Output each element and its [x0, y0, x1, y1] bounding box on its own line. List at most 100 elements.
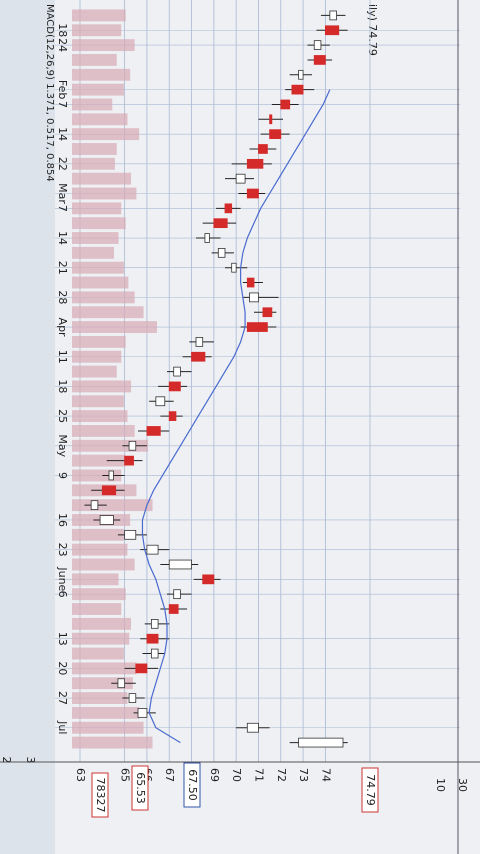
- candle-body: [146, 633, 159, 644]
- osc-tick-label: 3: [24, 757, 37, 764]
- volume-bar: [72, 454, 126, 467]
- x-tick-label: 7: [56, 205, 69, 212]
- candle-body: [291, 84, 304, 95]
- volume-bar: [72, 291, 135, 304]
- volume-bar: [72, 143, 117, 155]
- volume-bar: [72, 24, 122, 37]
- volume-bar: [72, 721, 144, 734]
- y-tick-label: 74: [319, 768, 332, 782]
- candle-body: [246, 322, 268, 332]
- candle-body: [224, 203, 233, 214]
- candle-body: [99, 515, 114, 525]
- candle-body: [202, 574, 215, 585]
- price-tag-box: [91, 772, 109, 818]
- candle-body: [246, 188, 259, 199]
- candle-body: [117, 678, 126, 689]
- candle-body: [124, 455, 134, 466]
- volume-bar: [72, 9, 126, 22]
- macd-text: MACD(12,26,9) 1.371, 0.517, 0.854: [44, 4, 55, 182]
- candle-body: [258, 144, 268, 154]
- volume-bar: [72, 588, 126, 601]
- volume-bar: [72, 410, 128, 423]
- candle-body: [280, 99, 291, 110]
- volume-bar: [72, 395, 124, 408]
- volume-bar: [72, 39, 135, 52]
- volume-bar: [72, 365, 117, 378]
- x-tick-label: 18: [56, 23, 69, 37]
- volume-bar: [72, 202, 122, 215]
- volume-bar: [72, 692, 128, 704]
- candle-body: [246, 277, 255, 288]
- y-tick-label: 72: [275, 768, 288, 782]
- candle-body: [195, 337, 204, 347]
- x-tick-label: Feb: [56, 80, 69, 99]
- x-tick-label: Apr: [56, 318, 69, 338]
- candle-body: [168, 381, 181, 392]
- legend-text: ily) 74.79: [366, 4, 379, 56]
- candle-body: [150, 648, 159, 659]
- candle-body: [246, 722, 259, 733]
- volume-bar: [72, 469, 122, 482]
- volume-bar: [72, 98, 113, 111]
- volume-bar: [72, 573, 119, 586]
- volume-bar: [72, 276, 129, 289]
- candle-body: [217, 248, 226, 258]
- candle-body: [249, 292, 259, 303]
- volume-bar: [72, 54, 117, 66]
- y-tick-label: 70: [230, 768, 243, 782]
- volume-bar: [72, 113, 128, 126]
- x-tick-label: 20: [56, 661, 69, 675]
- volume-bar: [72, 647, 124, 660]
- candle-body: [128, 440, 137, 451]
- volume-bar: [72, 499, 153, 512]
- volume-bar: [72, 68, 131, 81]
- x-tick-label: 16: [56, 513, 69, 527]
- candle-body: [246, 158, 264, 169]
- x-tick-label: 27: [56, 691, 69, 705]
- price-tag: 78327: [94, 778, 107, 813]
- volume-bar: [72, 232, 119, 244]
- y-tick-label: 67: [163, 768, 176, 782]
- candle-body: [213, 218, 228, 229]
- volume-bar: [72, 380, 132, 393]
- candle-body: [168, 559, 192, 570]
- x-tick-label: 23: [56, 543, 69, 557]
- price-tag-box: [361, 767, 379, 813]
- price-tag-box: [183, 762, 201, 808]
- price-tag: 67.50: [186, 769, 199, 801]
- candle-body: [313, 55, 326, 65]
- candle-body: [101, 485, 117, 496]
- candle-body: [168, 604, 179, 614]
- osc-tick-label: 2: [0, 757, 13, 764]
- volume-bar: [72, 528, 124, 541]
- candle-body: [298, 69, 304, 80]
- volume-bar: [72, 306, 144, 319]
- volume-bar: [72, 558, 135, 571]
- candle-body: [231, 262, 237, 273]
- candle-body: [313, 40, 322, 50]
- volume-bar: [72, 425, 135, 437]
- x-tick-label: Mar: [56, 183, 69, 204]
- volume-bar: [72, 439, 149, 452]
- candle-body: [269, 114, 273, 125]
- candle-body: [173, 589, 181, 600]
- x-tick-label: 28: [56, 290, 69, 304]
- x-tick-label: 14: [56, 127, 69, 141]
- x-tick-label: 7: [56, 101, 69, 108]
- x-tick-label: 13: [56, 632, 69, 646]
- left-panel: [0, 0, 55, 854]
- candle-body: [135, 663, 148, 674]
- volume-bar: [72, 662, 137, 675]
- candle-body: [90, 500, 99, 510]
- x-tick-label: 6: [56, 591, 69, 598]
- price-tag-box: [131, 765, 149, 811]
- candle-body: [324, 25, 340, 36]
- candle-body: [146, 426, 161, 436]
- volume-bar: [72, 706, 140, 719]
- volume-bar: [72, 736, 153, 749]
- volume-bar: [72, 335, 126, 348]
- volume-bar: [72, 677, 133, 690]
- x-tick-label: 24: [56, 38, 69, 52]
- volume-bar: [72, 350, 122, 363]
- volume-bar: [72, 217, 126, 230]
